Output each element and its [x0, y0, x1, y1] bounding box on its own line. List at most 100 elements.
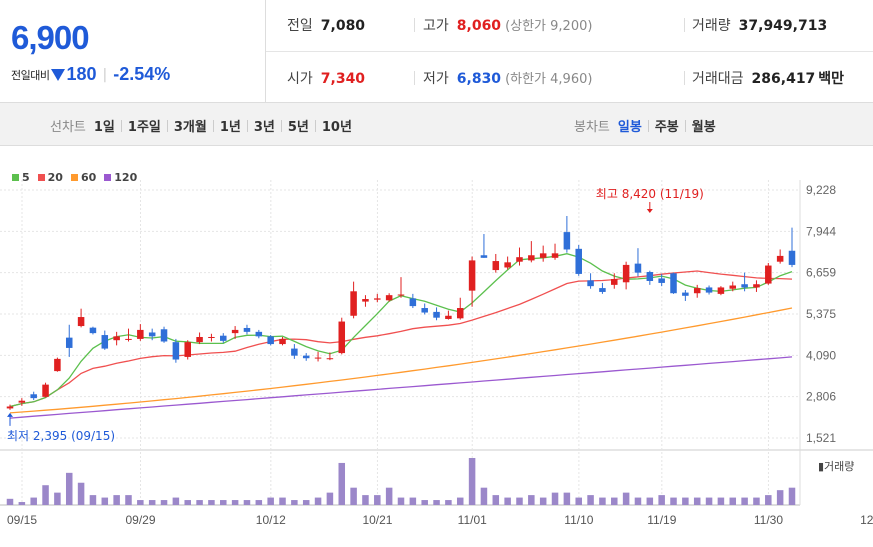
volume-bar: [658, 495, 665, 505]
candle-body: [658, 278, 665, 283]
candle-body: [125, 338, 132, 340]
volume-bar: [291, 500, 298, 505]
candle-body: [765, 265, 772, 284]
volume-bar: [89, 495, 97, 505]
volume-bar: [54, 492, 61, 505]
volume-bar: [255, 500, 263, 505]
candle: [587, 273, 594, 289]
candle: [551, 243, 559, 260]
change-separator: |: [102, 66, 108, 83]
period-3y-button[interactable]: 3년: [253, 120, 275, 135]
candle-body: [231, 329, 239, 334]
y-tick-label: 1,521: [806, 431, 836, 445]
volume-bar: [776, 490, 784, 505]
volume-bar: [421, 500, 428, 505]
trade-value-amount: 286,417: [751, 71, 816, 87]
candle: [350, 281, 357, 319]
period-10y-button[interactable]: 10년: [321, 120, 352, 135]
period-1y-button[interactable]: 1년: [219, 120, 241, 135]
volume-bar: [125, 495, 132, 505]
quote-row-divider: [266, 51, 873, 52]
candle-body: [302, 355, 310, 359]
volume-bar: [184, 500, 191, 505]
candle-body: [77, 317, 85, 327]
ma120-line: [9, 356, 793, 419]
candle-body: [397, 294, 405, 296]
legend-label: 5: [22, 171, 30, 184]
legend-ma20: 20: [37, 171, 63, 184]
volume-bar: [374, 495, 381, 505]
candle-body: [148, 332, 156, 337]
candle: [409, 293, 417, 309]
candle-body: [705, 287, 713, 293]
toolbar-divider: [280, 119, 282, 132]
candle: [516, 247, 523, 266]
candle-body: [184, 342, 191, 357]
candle-body: [409, 298, 417, 307]
x-tick-label: 11/30: [754, 513, 783, 527]
candle-chart-label[interactable]: 봉차트: [574, 120, 610, 135]
candle-body: [563, 232, 571, 250]
volume-bar: [385, 487, 393, 505]
candle: [385, 293, 393, 302]
volume-bar: [326, 492, 334, 505]
period-1w-button[interactable]: 1주일: [127, 120, 161, 135]
line-chart-label[interactable]: 선차트: [50, 120, 86, 135]
candle: [302, 353, 310, 361]
candle-weekly-button[interactable]: 주봉: [654, 120, 679, 135]
candle-body: [385, 295, 393, 301]
volume-bar: [729, 497, 737, 505]
candle-daily-button[interactable]: 일봉: [617, 120, 642, 135]
quote-divider: [684, 18, 685, 32]
candle: [622, 261, 630, 290]
prev-close-value: 7,080: [320, 18, 366, 34]
candle: [563, 216, 571, 253]
toolbar-divider: [314, 119, 316, 132]
volume-bar: [267, 497, 274, 505]
candle-body: [504, 262, 511, 268]
volume-bar: [350, 487, 357, 505]
candle: [326, 352, 334, 361]
volume-bar: [705, 497, 713, 505]
candle: [765, 262, 772, 285]
candle-body: [42, 384, 49, 397]
volume-bar: [137, 500, 144, 505]
volume-bar: [788, 487, 796, 505]
period-3m-button[interactable]: 3개월: [173, 120, 207, 135]
volume-bar: [101, 497, 109, 505]
x-tick-label: 12/09: [860, 513, 873, 527]
candle: [658, 273, 665, 287]
x-tick-label: 11/10: [564, 513, 593, 527]
volume-bar: [148, 500, 156, 505]
candle: [291, 344, 298, 359]
period-5y-button[interactable]: 5년: [287, 120, 309, 135]
candle: [314, 351, 322, 362]
period-1d-button[interactable]: 1일: [93, 120, 115, 135]
volume-bar: [302, 500, 310, 505]
toolbar-divider: [120, 119, 122, 132]
max-arrow-icon: [646, 209, 653, 214]
candle-body: [599, 288, 606, 292]
candle-body: [646, 271, 654, 282]
candle-body: [516, 257, 523, 262]
toolbar-divider: [246, 119, 248, 132]
candle: [397, 277, 405, 298]
volume-bar: [587, 495, 594, 505]
legend-swatch: [104, 174, 112, 181]
candle: [717, 286, 725, 296]
volume-bar: [634, 497, 642, 505]
candle: [6, 404, 14, 410]
price-box: 6,900 전일대비 180 | -2.54%: [0, 0, 266, 103]
legend-label: 120: [114, 171, 138, 184]
candle-body: [528, 255, 535, 261]
candle: [54, 357, 61, 372]
legend-ma60: 60: [70, 171, 96, 184]
candle-body: [6, 406, 14, 409]
volume-bar: [563, 492, 571, 505]
candle-body: [776, 255, 784, 262]
candle-body: [717, 287, 725, 294]
candle-monthly-button[interactable]: 월봉: [691, 120, 716, 135]
volume-bar: [611, 497, 618, 505]
candle: [480, 234, 488, 258]
